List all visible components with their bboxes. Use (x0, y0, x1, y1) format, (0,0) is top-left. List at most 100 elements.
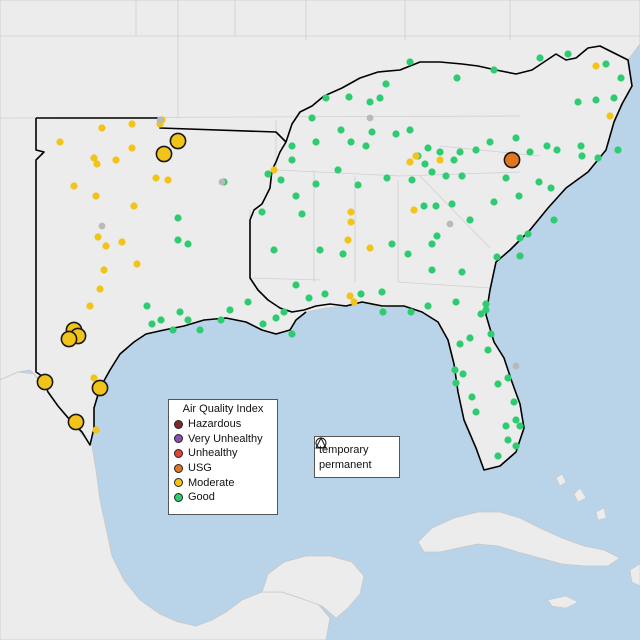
good-station-marker[interactable] (543, 142, 551, 150)
moderate-station-marker[interactable] (92, 192, 100, 200)
good-station-marker[interactable] (524, 230, 532, 238)
moderate-station-marker[interactable] (410, 206, 418, 214)
good-station-marker[interactable] (392, 130, 400, 138)
good-station-marker[interactable] (339, 250, 347, 258)
good-station-marker[interactable] (169, 326, 177, 334)
good-station-marker[interactable] (510, 398, 518, 406)
good-station-marker[interactable] (424, 302, 432, 310)
good-station-marker[interactable] (504, 436, 512, 444)
good-station-marker[interactable] (357, 290, 365, 298)
good-station-marker[interactable] (345, 93, 353, 101)
good-station-marker[interactable] (436, 148, 444, 156)
moderate-station-marker[interactable] (412, 152, 420, 160)
good-station-marker[interactable] (466, 216, 474, 224)
moderate-station-marker[interactable] (128, 120, 136, 128)
good-station-marker[interactable] (383, 174, 391, 182)
good-station-marker[interactable] (244, 298, 252, 306)
good-station-marker[interactable] (610, 94, 618, 102)
good-station-marker[interactable] (472, 146, 480, 154)
good-station-marker[interactable] (143, 302, 151, 310)
good-station-marker[interactable] (312, 138, 320, 146)
good-station-marker[interactable] (468, 393, 476, 401)
good-station-marker[interactable] (354, 181, 362, 189)
good-station-marker[interactable] (292, 192, 300, 200)
good-station-marker[interactable] (406, 126, 414, 134)
good-station-marker[interactable] (484, 346, 492, 354)
moderate-station-marker[interactable] (96, 285, 104, 293)
good-station-marker[interactable] (404, 250, 412, 258)
moderate-station-marker[interactable] (347, 208, 355, 216)
good-station-marker[interactable] (347, 138, 355, 146)
nodata-station-marker[interactable] (156, 116, 164, 124)
good-station-marker[interactable] (366, 98, 374, 106)
good-station-marker[interactable] (592, 96, 600, 104)
good-station-marker[interactable] (482, 300, 490, 308)
good-station-marker[interactable] (378, 288, 386, 296)
nodata-station-marker[interactable] (366, 114, 374, 122)
good-station-marker[interactable] (515, 192, 523, 200)
good-station-marker[interactable] (196, 326, 204, 334)
good-station-marker[interactable] (453, 74, 461, 82)
moderate-station-marker[interactable] (128, 144, 136, 152)
moderate-station-marker[interactable] (130, 202, 138, 210)
good-station-marker[interactable] (406, 58, 414, 66)
good-station-marker[interactable] (516, 234, 524, 242)
good-station-marker[interactable] (308, 114, 316, 122)
good-station-marker[interactable] (494, 380, 502, 388)
temporary-station-marker[interactable] (155, 145, 173, 163)
moderate-station-marker[interactable] (100, 266, 108, 274)
moderate-station-marker[interactable] (406, 158, 414, 166)
moderate-station-marker[interactable] (86, 302, 94, 310)
moderate-station-marker[interactable] (112, 156, 120, 164)
temporary-station-marker[interactable] (91, 379, 109, 397)
moderate-station-marker[interactable] (152, 174, 160, 182)
good-station-marker[interactable] (305, 294, 313, 302)
good-station-marker[interactable] (526, 148, 534, 156)
good-station-marker[interactable] (493, 253, 501, 261)
moderate-station-marker[interactable] (102, 242, 110, 250)
good-station-marker[interactable] (226, 306, 234, 314)
moderate-station-marker[interactable] (133, 260, 141, 268)
good-station-marker[interactable] (456, 340, 464, 348)
good-station-marker[interactable] (376, 94, 384, 102)
nodata-station-marker[interactable] (512, 362, 520, 370)
moderate-station-marker[interactable] (436, 156, 444, 164)
good-station-marker[interactable] (420, 202, 428, 210)
good-station-marker[interactable] (272, 314, 280, 322)
moderate-station-marker[interactable] (164, 176, 172, 184)
good-station-marker[interactable] (458, 268, 466, 276)
good-station-marker[interactable] (174, 236, 182, 244)
temporary-station-marker[interactable] (67, 413, 85, 431)
nodata-station-marker[interactable] (446, 220, 454, 228)
good-station-marker[interactable] (288, 156, 296, 164)
moderate-station-marker[interactable] (56, 138, 64, 146)
good-station-marker[interactable] (322, 94, 330, 102)
good-station-marker[interactable] (312, 180, 320, 188)
good-station-marker[interactable] (578, 152, 586, 160)
moderate-station-marker[interactable] (350, 298, 358, 306)
moderate-station-marker[interactable] (90, 154, 98, 162)
good-station-marker[interactable] (288, 142, 296, 150)
good-station-marker[interactable] (535, 178, 543, 186)
good-station-marker[interactable] (466, 334, 474, 342)
good-station-marker[interactable] (516, 252, 524, 260)
good-station-marker[interactable] (388, 240, 396, 248)
good-station-marker[interactable] (477, 310, 485, 318)
moderate-station-marker[interactable] (92, 426, 100, 434)
good-station-marker[interactable] (547, 184, 555, 192)
good-station-marker[interactable] (176, 308, 184, 316)
good-station-marker[interactable] (472, 408, 480, 416)
good-station-marker[interactable] (490, 198, 498, 206)
good-station-marker[interactable] (407, 308, 415, 316)
good-station-marker[interactable] (337, 126, 345, 134)
good-station-marker[interactable] (487, 330, 495, 338)
good-station-marker[interactable] (316, 246, 324, 254)
moderate-station-marker[interactable] (90, 374, 98, 382)
good-station-marker[interactable] (614, 146, 622, 154)
good-station-marker[interactable] (259, 320, 267, 328)
good-station-marker[interactable] (258, 208, 266, 216)
good-station-marker[interactable] (594, 154, 602, 162)
good-station-marker[interactable] (148, 320, 156, 328)
nodata-station-marker[interactable] (218, 178, 226, 186)
